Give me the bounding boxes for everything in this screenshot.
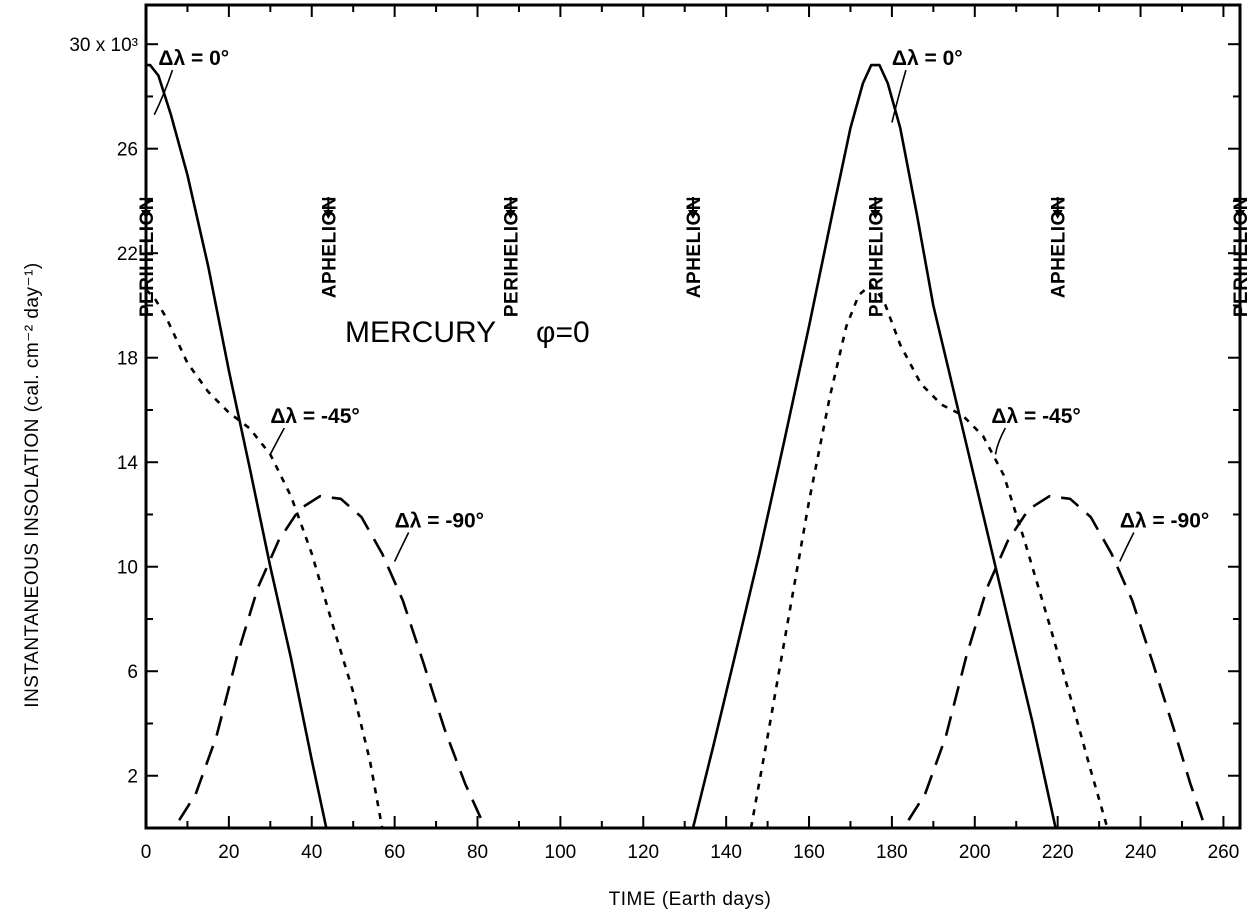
x-tick-label: 0 xyxy=(141,842,152,863)
x-axis-title: TIME (Earth days) xyxy=(609,889,772,910)
leader-line xyxy=(269,427,286,455)
leader-line xyxy=(994,427,1007,455)
curve-annotation-label: Δλ = 0° xyxy=(892,47,963,70)
y-tick-label: 2 xyxy=(127,767,138,788)
arrowhead-icon xyxy=(505,210,516,219)
chart-title: MERCURY φ=0 xyxy=(345,316,590,349)
series-line xyxy=(146,63,328,829)
x-tick-label: 140 xyxy=(710,842,742,863)
series-line xyxy=(145,288,384,829)
curve-annotation-label: Δλ = -45° xyxy=(270,405,359,428)
orbital-event-marker: APHELION xyxy=(319,196,340,298)
leader-line xyxy=(1119,532,1135,562)
series-line xyxy=(178,494,483,821)
curve-annotations-group: Δλ = 0° Δλ = 0° Δλ = -45° Δλ = -45° Δλ = -90… xyxy=(153,47,1209,562)
curve-annotation: Δλ = -90° xyxy=(1119,510,1209,562)
y-tick-label: 18 xyxy=(117,349,138,370)
series-line xyxy=(749,283,1109,829)
x-tick-label: 260 xyxy=(1208,842,1240,863)
x-tick-label: 180 xyxy=(876,842,908,863)
curve-annotation: Δλ = 0° xyxy=(153,47,229,116)
y-tick-label: 10 xyxy=(117,558,138,579)
leader-line xyxy=(153,69,174,116)
curve-annotation: Δλ = -45° xyxy=(269,405,360,455)
arrowhead-icon xyxy=(1052,210,1063,219)
series-group xyxy=(145,63,1204,829)
x-tick-label: 80 xyxy=(467,842,488,863)
curve-annotation: Δλ = -45° xyxy=(991,405,1081,455)
orbital-events-group: PERIHELION APHELION PERIHELION APHELION PERI… xyxy=(137,196,1252,317)
orbital-event-marker: PERIHELION xyxy=(137,196,158,317)
x-tick-label: 120 xyxy=(627,842,659,863)
curve-annotation-label: Δλ = -45° xyxy=(991,405,1080,428)
axes-group: 0 20 40 60 80 100 120 140 160 180 200 220 240 2602610… xyxy=(69,3,1242,863)
x-tick-label: 40 xyxy=(301,842,322,863)
x-tick-label: 60 xyxy=(384,842,405,863)
y-tick-label: 22 xyxy=(117,244,138,265)
curve-annotation-label: Δλ = -90° xyxy=(1120,510,1209,533)
chart-title-text: MERCURY xyxy=(345,316,496,349)
x-tick-label: 240 xyxy=(1125,842,1157,863)
orbital-event-label: APHELION xyxy=(684,196,705,298)
arrowhead-icon xyxy=(323,210,334,219)
y-tick-label: 30 x 10³ xyxy=(69,35,138,56)
x-tick-label: 20 xyxy=(218,842,239,863)
chart-title-phi: φ=0 xyxy=(536,316,590,349)
leader-line xyxy=(393,532,410,562)
arrowhead-icon xyxy=(141,210,151,219)
x-tick-label: 200 xyxy=(959,842,991,863)
orbital-event-marker: APHELION xyxy=(684,196,705,298)
curve-annotation-label: Δλ = -90° xyxy=(395,510,484,533)
orbital-event-label: APHELION xyxy=(1049,196,1070,298)
orbital-event-label: PERIHELION xyxy=(137,196,158,317)
x-tick-label: 100 xyxy=(545,842,577,863)
orbital-event-marker: PERIHELION xyxy=(502,196,523,317)
series-2 xyxy=(178,494,1204,821)
series-0 xyxy=(146,63,1057,829)
series-line xyxy=(907,494,1204,821)
series-1 xyxy=(145,283,1109,829)
arrowhead-icon xyxy=(870,210,881,219)
orbital-event-marker: PERIHELION xyxy=(1231,196,1252,317)
curve-annotation-label: Δλ = 0° xyxy=(158,47,229,70)
orbital-event-label: PERIHELION xyxy=(502,196,523,317)
y-tick-label: 26 xyxy=(117,140,138,161)
y-axis-title: INSTANTANEOUS INSOLATION (cal. cm⁻² day⁻… xyxy=(22,262,43,707)
y-tick-label: 14 xyxy=(117,453,139,474)
x-tick-label: 220 xyxy=(1042,842,1074,863)
orbital-event-marker: APHELION xyxy=(1049,196,1070,298)
curve-annotation: Δλ = -90° xyxy=(393,510,484,562)
arrowhead-icon xyxy=(1235,210,1245,219)
arrowhead-icon xyxy=(688,210,698,219)
orbital-event-label: PERIHELION xyxy=(1231,196,1252,317)
orbital-event-marker: PERIHELION xyxy=(866,196,887,317)
x-tick-label: 160 xyxy=(793,842,825,863)
y-tick-label: 6 xyxy=(127,662,138,683)
series-line xyxy=(691,63,1057,829)
orbital-event-label: PERIHELION xyxy=(866,196,887,317)
curve-annotation: Δλ = 0° xyxy=(891,47,963,123)
orbital-event-label: APHELION xyxy=(319,196,340,298)
leader-line xyxy=(891,69,907,123)
